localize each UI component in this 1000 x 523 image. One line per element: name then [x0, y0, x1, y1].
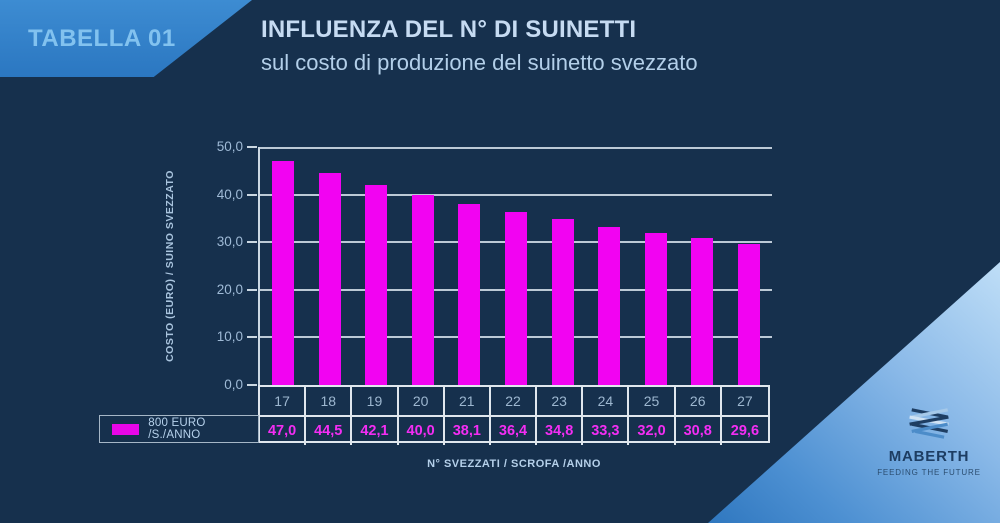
legend-label: 800 EURO /S./ANNO: [148, 417, 206, 441]
table-value-cell: 47,0: [260, 417, 307, 445]
legend-box: 800 EURO /S./ANNO: [99, 415, 259, 443]
y-tick-mark: [247, 336, 257, 339]
table-header-cell: 17: [260, 387, 307, 417]
table-value-cell: 44,5: [306, 417, 353, 445]
bar: [458, 203, 481, 385]
gridline: [260, 147, 772, 149]
bar: [365, 184, 388, 385]
chart-title: INFLUENZA DEL N° DI SUINETTI: [261, 16, 637, 43]
legend-swatch: [112, 423, 140, 435]
bar: [551, 219, 574, 385]
bar: [644, 232, 667, 385]
y-tick-mark: [247, 193, 257, 196]
table-header-cell: 19: [352, 387, 399, 417]
table-value-cell: 30,8: [676, 417, 722, 445]
table-value-cell: 38,1: [445, 417, 491, 445]
table-header-cell: 21: [444, 387, 491, 417]
y-tick-mark: [247, 288, 257, 291]
y-tick-label: 20,0: [216, 281, 243, 297]
table-header-cell: 22: [490, 387, 538, 417]
table-header-cell: 18: [306, 387, 353, 417]
ribbon-label: TABELLA 01: [28, 24, 176, 52]
bar: [411, 194, 434, 385]
table-value-cell: 40,0: [399, 417, 445, 445]
table-value-cell: 34,8: [537, 417, 584, 445]
bar: [318, 173, 341, 385]
brand-tagline: FEEDING THE FUTURE: [877, 468, 981, 477]
maberth-logo: MABERTH FEEDING THE FUTURE: [861, 406, 997, 477]
table-header-cell: 20: [398, 387, 445, 417]
bar: [505, 211, 527, 385]
table-value-cell: 29,6: [730, 423, 760, 439]
table-header-cell: 23: [537, 387, 584, 417]
y-tick-mark: [247, 241, 257, 244]
bar: [598, 226, 621, 385]
y-tick-label: 50,0: [216, 139, 243, 154]
y-tick-mark: [247, 146, 257, 148]
gridline: [260, 193, 772, 196]
chart-subtitle: sul costo di produzione del suinetto sve…: [261, 50, 698, 75]
y-tick-mark: [247, 384, 257, 386]
table-value-cell: 33,3: [583, 417, 630, 445]
chart-header: INFLUENZA DEL N° DI SUINETTI sul costo d…: [261, 16, 698, 76]
bar: [737, 244, 760, 385]
table-header-cell: 25: [629, 387, 676, 417]
brand-name: MABERTH: [888, 448, 970, 465]
y-tick-label: 40,0: [216, 186, 243, 202]
y-tick-label: 30,0: [216, 234, 243, 250]
y-tick-label: 10,0: [216, 329, 243, 345]
table-value-cell: 42,1: [352, 417, 399, 445]
y-tick-label: 0,0: [224, 377, 243, 392]
x-axis-title: N° SVEZZATI / SCROFA /ANNO: [427, 458, 601, 470]
data-table: 17 18 19 20 21 22 23 24 25 26 27 47,0 44,5 42,1 40,0 38…: [258, 385, 770, 445]
bar: [272, 161, 295, 385]
bar: [691, 238, 714, 385]
weave-icon: [909, 408, 949, 439]
bar-chart-plot-area: [258, 147, 772, 385]
table-number-ribbon: TABELLA 01: [0, 0, 252, 77]
table-header-cell: 27: [721, 387, 768, 417]
table-header-cell: 24: [583, 387, 630, 417]
table-value-cell: 36,4: [491, 417, 538, 445]
table-value-cell: 32,0: [629, 417, 676, 445]
table-header-cell: 26: [675, 387, 722, 417]
y-axis-title: COSTO (EURO) / SUINO SVEZZATO: [164, 170, 176, 362]
